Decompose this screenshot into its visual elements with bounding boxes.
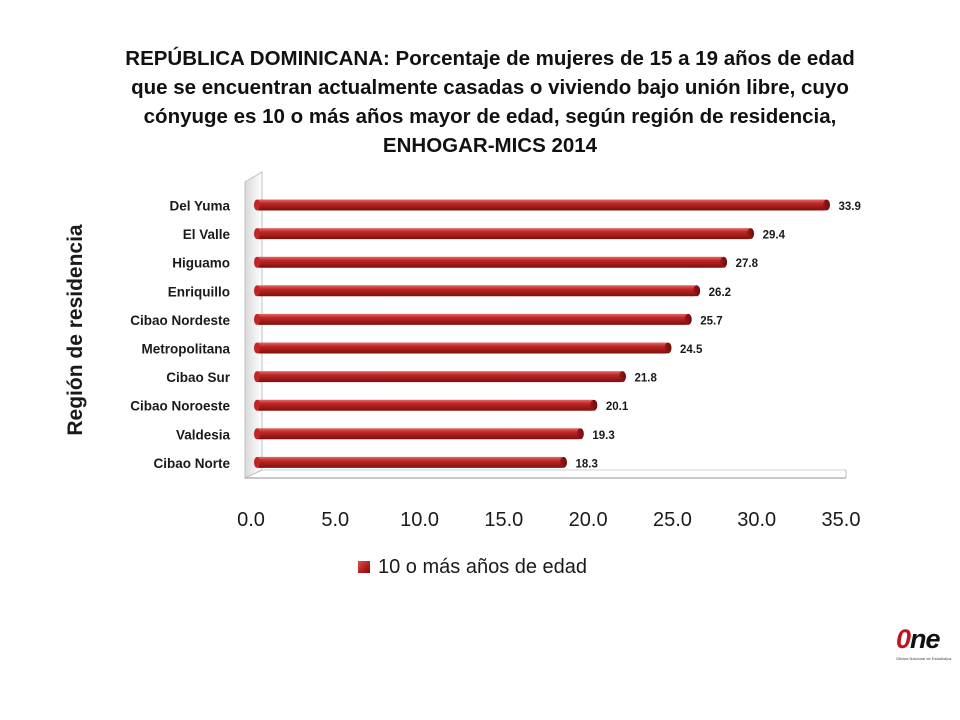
bar (257, 256, 724, 268)
data-label: 19.3 (592, 430, 614, 442)
x-tick-label: 25.0 (653, 509, 692, 531)
data-label: 24.5 (680, 344, 703, 356)
bar-left-cap (254, 342, 260, 354)
bar-end-cap (559, 456, 567, 468)
title-line-2: que se encuentran actualmente casadas o … (131, 76, 849, 99)
bar (257, 399, 594, 411)
y-category-label: El Valle (183, 227, 231, 242)
data-label: 21.8 (634, 373, 657, 385)
data-label: 18.3 (575, 458, 597, 470)
bar-end-cap (822, 199, 830, 211)
bar (257, 228, 751, 240)
y-category-label: Higuamo (172, 256, 230, 271)
bar (257, 428, 581, 440)
x-tick-label: 30.0 (737, 509, 776, 531)
bar-end-cap (747, 228, 755, 240)
y-category-label: Cibao Norte (153, 456, 230, 471)
one-logo: 0ne Oficina Nacional de Estadística (896, 624, 952, 664)
y-category-label: Cibao Nordeste (130, 313, 230, 328)
data-label: 27.8 (736, 258, 759, 270)
legend: 10 o más años de edad (358, 554, 587, 580)
bar (257, 313, 689, 325)
bar-end-cap (720, 256, 728, 268)
data-label: 33.9 (838, 201, 860, 213)
y-category-label: Enriquillo (168, 284, 230, 299)
x-tick-label: 15.0 (484, 509, 523, 531)
y-category-label: Cibao Noroeste (130, 399, 230, 414)
title-line-3: cónyuge es 10 o más años mayor de edad, … (143, 105, 837, 128)
legend-label: 10 o más años de edad (378, 555, 588, 578)
bar-end-cap (684, 313, 692, 325)
bar-left-cap (254, 256, 260, 268)
legend-swatch (358, 561, 370, 573)
y-category-label: Del Yuma (169, 199, 230, 214)
y-category-label: Valdesia (176, 427, 231, 442)
x-tick-label: 5.0 (321, 509, 349, 531)
bar (257, 285, 697, 297)
bar (257, 342, 668, 354)
bar-left-cap (254, 313, 260, 325)
bar-left-cap (254, 199, 260, 211)
x-tick-label: 0.0 (237, 509, 265, 531)
title-line-1: REPÚBLICA DOMINICANA: Porcentaje de muje… (125, 47, 855, 70)
bar-left-cap (254, 456, 260, 468)
data-label: 25.7 (700, 315, 722, 327)
bar-end-cap (664, 342, 672, 354)
chart-title: REPÚBLICA DOMINICANA: Porcentaje de muje… (60, 44, 920, 160)
bar-end-cap (590, 399, 598, 411)
bar-left-cap (254, 399, 260, 411)
y-category-label: Metropolitana (141, 342, 230, 357)
bar-left-cap (254, 371, 260, 383)
y-category-label: Cibao Sur (166, 370, 231, 385)
bar-left-cap (254, 428, 260, 440)
bar (257, 199, 827, 211)
data-label: 26.2 (709, 287, 731, 299)
x-tick-label: 35.0 (822, 509, 861, 531)
bar-end-cap (693, 285, 701, 297)
bar-left-cap (254, 285, 260, 297)
bar-end-cap (618, 371, 626, 383)
x-tick-label: 10.0 (400, 509, 439, 531)
data-label: 29.4 (763, 230, 786, 242)
x-tick-label: 20.0 (569, 509, 608, 531)
bar-end-cap (576, 428, 584, 440)
bar (257, 456, 564, 468)
bar-left-cap (254, 228, 260, 240)
logo-wordmark: 0ne (896, 624, 941, 654)
title-line-4: ENHOGAR-MICS 2014 (382, 134, 598, 157)
bar (257, 371, 623, 383)
data-label: 20.1 (606, 401, 629, 413)
logo-subtext: Oficina Nacional de Estadística (896, 656, 952, 661)
